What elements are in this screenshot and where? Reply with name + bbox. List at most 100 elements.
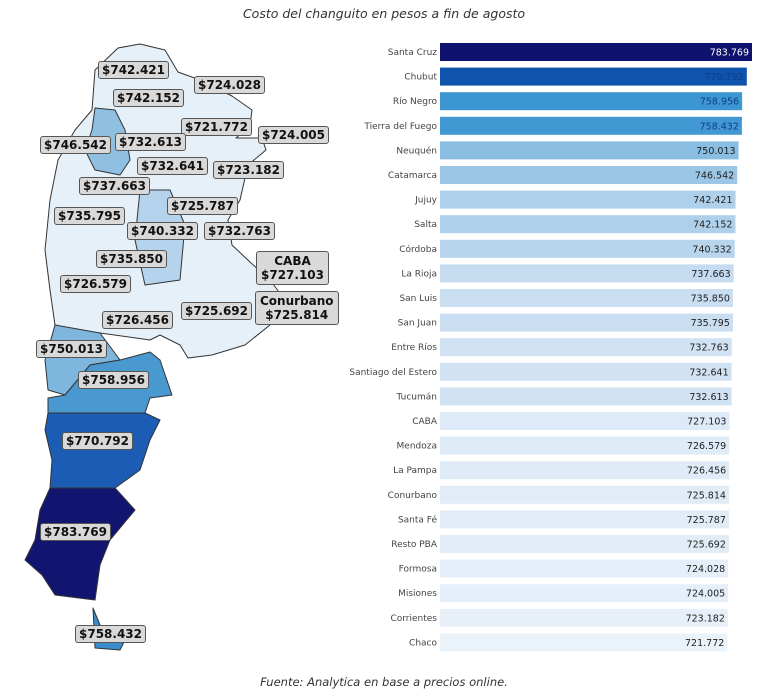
map-label: $735.850 [96, 250, 168, 268]
bar-21 [440, 559, 729, 578]
value-label: 724.028 [686, 564, 725, 575]
map-label-value: $758.956 [82, 373, 146, 387]
category-label: San Luis [399, 294, 437, 304]
category-label: Río Negro [393, 97, 438, 107]
map-label-value: $726.456 [106, 313, 170, 327]
map-label-value: $725.692 [185, 304, 249, 318]
value-label: 726.456 [687, 466, 726, 477]
map-label-name: CABA [274, 254, 311, 268]
category-label: Misiones [398, 589, 437, 599]
value-label: 746.542 [695, 171, 734, 182]
value-label: 732.641 [689, 367, 728, 378]
category-label: Salta [414, 220, 437, 230]
map-label: $724.028 [194, 76, 266, 94]
value-label: 742.152 [693, 220, 732, 231]
bar-23 [440, 608, 728, 627]
map-label: Conurbano $725.814 [255, 291, 339, 325]
value-label: 725.787 [687, 515, 726, 526]
value-label: 727.103 [687, 417, 726, 428]
source-note: Fuente: Analytica en base a precios onli… [260, 675, 508, 689]
map-region-chubut [44, 412, 161, 489]
map-label: $732.763 [204, 222, 276, 240]
map-label: $740.332 [127, 222, 199, 240]
map-label: CABA $727.103 [256, 251, 330, 285]
category-label: Santa Fé [398, 514, 438, 525]
bar-0 [440, 43, 752, 61]
bar-24 [440, 633, 728, 652]
category-label: Tierra del Fuego [363, 122, 437, 132]
category-label: La Pampa [393, 466, 437, 476]
value-label: 732.613 [689, 392, 728, 403]
bar-15 [440, 412, 730, 430]
map-label: $746.542 [40, 136, 112, 154]
category-label: Tucumán [396, 392, 437, 402]
value-label: 724.005 [686, 589, 725, 600]
category-label: Entre Ríos [391, 343, 437, 353]
value-label: 758.956 [700, 97, 739, 108]
value-label: 735.795 [691, 318, 730, 329]
value-label: 758.432 [700, 121, 739, 132]
value-label: 725.814 [687, 490, 726, 501]
map-label-value: $770.792 [66, 434, 130, 448]
map-label: $750.013 [36, 340, 108, 358]
bar-5 [440, 166, 738, 184]
map-label-value: $724.028 [198, 78, 262, 92]
map-label-value: $737.663 [83, 179, 147, 193]
bar-9 [440, 264, 734, 283]
map-label: $770.792 [62, 432, 134, 450]
value-label: 737.663 [691, 269, 730, 280]
map-label-value: $735.795 [58, 209, 122, 223]
map-label: $783.769 [40, 523, 112, 541]
value-label: 723.182 [686, 613, 725, 624]
bar-16 [440, 436, 730, 455]
bar-12 [440, 338, 732, 357]
map-label-value: $725.814 [265, 308, 329, 322]
map-label: $724.005 [258, 126, 330, 144]
value-label: 783.769 [710, 48, 749, 59]
bar-6 [440, 190, 736, 209]
category-label: Jujuy [414, 196, 438, 206]
map-label-value: $742.152 [117, 91, 181, 105]
value-label: 726.579 [687, 441, 726, 452]
category-label: Catamarca [388, 171, 437, 181]
value-label: 750.013 [696, 146, 735, 157]
map-label-value: $727.103 [261, 268, 325, 282]
map-label-value: $732.613 [119, 135, 183, 149]
map-label-value: $735.850 [100, 252, 164, 266]
bar-13 [440, 362, 732, 381]
bar-19 [440, 510, 729, 529]
map-label: $726.456 [102, 311, 174, 329]
bar-20 [440, 535, 729, 553]
bar-17 [440, 461, 730, 480]
value-label: 721.772 [685, 638, 724, 649]
value-label: 742.421 [693, 195, 732, 206]
map-label: $742.152 [113, 89, 185, 107]
category-label: La Rioja [401, 269, 437, 279]
map-label: $726.579 [60, 275, 132, 293]
category-label: CABA [412, 417, 438, 427]
map-label-value: $723.182 [217, 163, 281, 177]
value-label: 735.850 [691, 294, 730, 305]
map-label-value: $740.332 [131, 224, 195, 238]
map-label-value: $732.641 [141, 159, 205, 173]
map-label-value: $758.432 [79, 627, 143, 641]
bar-11 [440, 313, 733, 332]
category-label: Corrientes [390, 614, 437, 624]
category-label: Formosa [399, 565, 437, 575]
map-label: $742.421 [98, 61, 170, 79]
bar-7 [440, 215, 736, 234]
map-label-value: $721.772 [185, 120, 249, 134]
category-label: Santa Cruz [388, 48, 438, 58]
map-label: $732.613 [115, 133, 187, 151]
category-label: Resto PBA [391, 540, 438, 550]
map-label: $735.795 [54, 207, 126, 225]
map-label: $723.182 [213, 161, 285, 179]
chart-title: Costo del changuito en pesos a fin de ag… [242, 6, 526, 21]
map-label-value: $726.579 [64, 277, 128, 291]
map-label-value: $732.763 [208, 224, 272, 238]
bar-1 [440, 67, 747, 86]
map-label-value: $783.769 [44, 525, 108, 539]
map-label-value: $750.013 [40, 342, 104, 356]
value-label: 732.763 [689, 343, 728, 354]
map-label: $732.641 [137, 157, 209, 175]
